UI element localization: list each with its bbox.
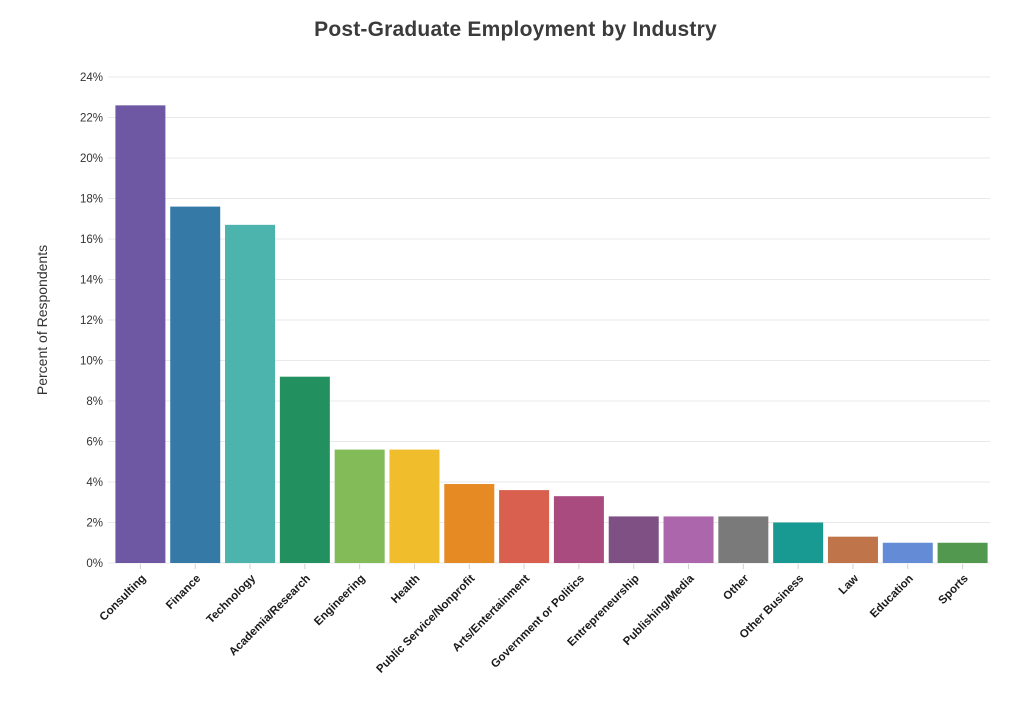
x-label-public-service-nonprofit: Public Service/Nonprofit <box>374 573 477 676</box>
bar-finance <box>170 206 221 563</box>
y-tick-label-16: 16% <box>80 234 103 246</box>
y-tick-label-0: 0% <box>86 558 103 570</box>
y-tick-label-12: 12% <box>80 315 103 327</box>
x-label-other: Other <box>721 572 752 603</box>
bar-education <box>882 542 933 563</box>
x-label-engineering: Engineering <box>312 573 367 628</box>
y-tick-label-22: 22% <box>80 113 103 125</box>
x-label-technology: Technology <box>205 572 259 626</box>
y-tick-label-14: 14% <box>80 275 103 287</box>
bar-health <box>389 449 440 563</box>
bar-sports <box>937 542 988 563</box>
x-label-consulting: Consulting <box>98 573 149 624</box>
bar-engineering <box>334 449 385 563</box>
bar-consulting <box>115 105 166 563</box>
y-tick-label-24: 24% <box>80 72 103 84</box>
y-tick-label-18: 18% <box>80 194 103 206</box>
bar-other-business <box>773 522 824 563</box>
chart-title: Post-Graduate Employment by Industry <box>314 18 717 41</box>
bar-academia-research <box>279 376 330 563</box>
x-label-law: Law <box>837 573 861 597</box>
x-label-education: Education <box>868 573 916 621</box>
bar-publishing-media <box>663 516 714 563</box>
bar-arts-entertainment <box>499 490 550 563</box>
bar-technology <box>225 224 276 563</box>
bar-government-or-politics <box>553 496 604 563</box>
bar-law <box>827 536 878 563</box>
y-tick-label-2: 2% <box>86 518 103 530</box>
bar-other <box>718 516 769 563</box>
y-tick-label-4: 4% <box>86 477 103 489</box>
x-label-government-or-politics: Government or Politics <box>489 573 587 671</box>
y-tick-label-6: 6% <box>86 437 103 449</box>
x-label-sports: Sports <box>936 573 970 607</box>
bar-entrepreneurship <box>608 516 659 563</box>
y-tick-label-20: 20% <box>80 153 103 165</box>
y-axis-title: Percent of Respondents <box>34 245 50 395</box>
x-label-finance: Finance <box>164 573 203 612</box>
bar-public-service-nonprofit <box>444 484 495 563</box>
y-tick-label-10: 10% <box>80 356 103 368</box>
x-label-health: Health <box>389 573 422 606</box>
y-tick-label-8: 8% <box>86 396 103 408</box>
